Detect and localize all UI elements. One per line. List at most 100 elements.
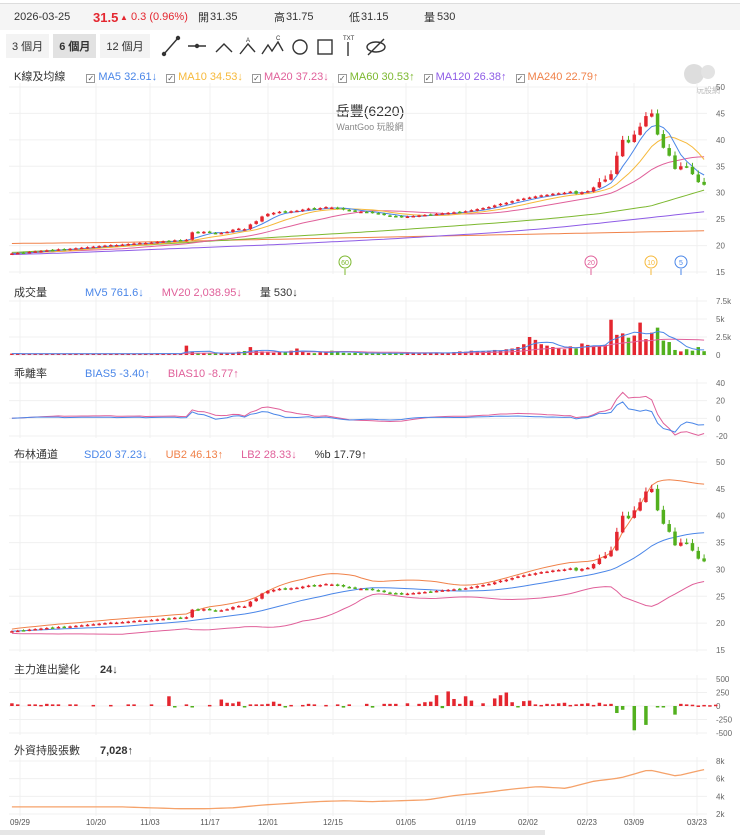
- bollinger-candle: [85, 624, 90, 627]
- bollinger-candle: [219, 610, 224, 612]
- checkbox[interactable]: ✓: [166, 74, 176, 83]
- main-force-bar: [277, 703, 282, 706]
- bollinger-legend: 布林通道 SD20 37.23↓ UB2 46.13↑ LB2 28.33↓ %b 17…: [14, 446, 385, 462]
- main-candle: [91, 246, 96, 249]
- bollinger-candle: [318, 585, 322, 587]
- bollinger-candle: [324, 583, 328, 586]
- range-6m-button[interactable]: 6 個月: [53, 34, 97, 58]
- main-legend-item[interactable]: ✓ MA20 37.23↓: [251, 71, 329, 83]
- volume-bar: [370, 353, 375, 355]
- checkbox[interactable]: ✓: [86, 74, 96, 83]
- main-force-bar: [690, 704, 695, 707]
- main-candle: [149, 242, 154, 244]
- main-candle: [522, 198, 526, 201]
- main-force-bar: [370, 706, 375, 708]
- bollinger-candle: [364, 588, 369, 591]
- bollinger-candle: [388, 592, 392, 595]
- main-force-bar: [312, 704, 317, 706]
- main-legend-item[interactable]: ✓ MA5 32.61↓: [86, 71, 157, 83]
- main-force-bar: [655, 706, 660, 708]
- main-candle: [231, 229, 235, 233]
- main-candle: [207, 231, 212, 234]
- main-candle: [27, 251, 32, 254]
- line-tool-icon[interactable]: [161, 35, 180, 57]
- volume-value: 530: [437, 11, 456, 23]
- bollinger-candle: [533, 573, 538, 575]
- main-candle: [277, 211, 282, 214]
- angle-tool-icon[interactable]: [215, 43, 233, 53]
- bollinger-candle: [446, 589, 450, 592]
- main-candle: [615, 155, 619, 174]
- main-legend-item[interactable]: ✓ MA60 30.53↑: [337, 71, 415, 83]
- main-candle: [178, 240, 183, 242]
- main-candle: [289, 211, 293, 213]
- volume-bar: [644, 339, 648, 355]
- volume-legend-item: 量 530↓: [260, 287, 298, 299]
- bollinger-candle: [498, 580, 503, 583]
- text-tool-icon[interactable]: TXT: [343, 36, 355, 56]
- volume-bar: [225, 353, 229, 355]
- main-candle: [458, 211, 462, 214]
- main-force-bar: [289, 704, 293, 707]
- abc-wave-tool-icon[interactable]: A: [239, 38, 256, 55]
- volume-bar: [667, 342, 671, 355]
- volume-bar: [173, 353, 177, 355]
- volume-bar: [219, 353, 224, 355]
- horizontal-scrollbar[interactable]: [0, 830, 545, 835]
- rectangle-tool-icon[interactable]: [316, 39, 333, 55]
- bollinger-candle: [696, 550, 701, 559]
- bollinger-candle: [562, 569, 567, 571]
- main-force-bar: [15, 704, 20, 706]
- x-tick-label: 09/29: [10, 818, 31, 827]
- checkbox[interactable]: ✓: [251, 74, 261, 83]
- main-force-bar: [341, 706, 346, 708]
- svg-text:A: A: [246, 38, 250, 44]
- abcd-wave-tool-icon[interactable]: C: [261, 36, 284, 55]
- range-12m-button[interactable]: 12 個月: [100, 34, 150, 58]
- checkbox[interactable]: ✓: [423, 74, 433, 83]
- main-force-bar: [591, 704, 596, 707]
- bollinger-candle: [91, 624, 96, 626]
- boll-legend-item: SD20 37.23↓: [84, 449, 148, 461]
- main-force-bar: [283, 706, 288, 708]
- main-force-bar: [708, 705, 712, 707]
- main-candle: [10, 253, 14, 255]
- main-candle: [667, 148, 671, 156]
- volume-bar: [126, 353, 130, 355]
- main-candle: [562, 192, 567, 195]
- main-candle: [33, 251, 37, 253]
- bollinger-candle: [527, 574, 532, 576]
- bollinger-candle: [568, 568, 573, 570]
- range-3m-button[interactable]: 3 個月: [6, 34, 50, 58]
- main-legend-item[interactable]: ✓ MA240 22.79↑: [515, 71, 598, 83]
- main-legend-item[interactable]: ✓ MA120 26.38↑: [423, 71, 507, 83]
- main-force-bar: [173, 706, 177, 708]
- volume-bar: [196, 352, 200, 355]
- main-force-bar: [661, 706, 666, 708]
- circle-tool-icon[interactable]: [291, 39, 308, 55]
- volume-bar: [132, 353, 136, 355]
- hide-drawings-icon[interactable]: [365, 38, 386, 56]
- bollinger-candle: [417, 592, 421, 595]
- checkbox[interactable]: ✓: [337, 74, 347, 83]
- main-force-bar: [219, 699, 224, 706]
- main-legend-item[interactable]: ✓ MA10 34.53↓: [166, 71, 243, 83]
- main-force-bar: [324, 704, 328, 707]
- main-candle: [574, 191, 578, 194]
- x-tick-label: 02/02: [518, 818, 539, 827]
- volume-bar: [300, 351, 305, 355]
- checkbox[interactable]: ✓: [515, 74, 525, 83]
- main-candle: [469, 210, 474, 212]
- main-candle: [109, 245, 113, 247]
- main-force-bar: [306, 703, 311, 706]
- main-candle: [376, 213, 381, 215]
- horizontal-line-tool-icon[interactable]: [187, 43, 206, 49]
- volume-bar: [673, 349, 677, 355]
- main-force-bar: [696, 705, 701, 707]
- volume-bar: [690, 350, 695, 355]
- main-candle: [74, 248, 78, 250]
- x-tick-label: 01/19: [456, 818, 477, 827]
- volume-bar: [85, 353, 90, 355]
- volume-bar: [620, 333, 625, 355]
